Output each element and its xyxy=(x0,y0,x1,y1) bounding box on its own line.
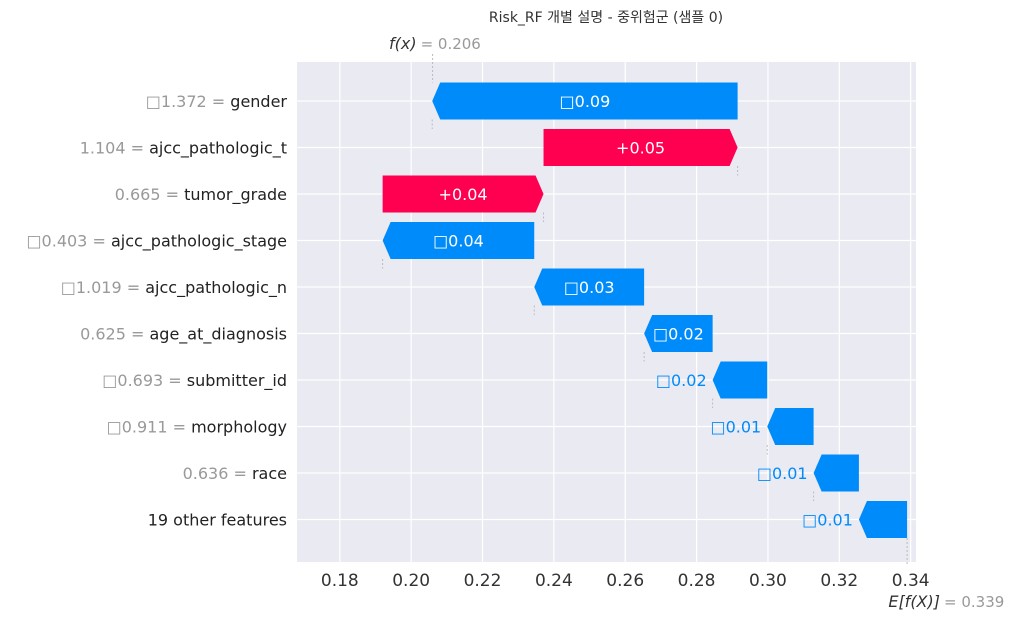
bar-negative xyxy=(382,222,535,259)
x-tick-label: 0.22 xyxy=(464,571,502,591)
x-tick-label: 0.30 xyxy=(749,571,787,591)
bar-negative xyxy=(858,501,908,538)
bars: □0.09 +0.05 +0.04 □0.04 □0.03 □0.02 □0.02 □0.01… xyxy=(382,82,908,538)
efx-annotation: E[f(X)] = 0.339 xyxy=(888,592,1004,611)
bar-value-label: +0.04 xyxy=(439,185,488,204)
bar-negative xyxy=(813,454,859,492)
fx-value: = 0.206 xyxy=(421,35,481,53)
feature-name: 19 other features xyxy=(148,511,287,530)
x-tick-label: 0.28 xyxy=(678,571,716,591)
feature-value: □0.693 = xyxy=(102,371,187,390)
y-tick-label: 0.625 = age_at_diagnosis xyxy=(80,325,287,345)
efx-label: E[f(X)] xyxy=(888,592,940,611)
bar-value-label: +0.05 xyxy=(616,139,665,158)
y-tick-label: □0.911 = morphology xyxy=(107,418,287,437)
bar-negative xyxy=(644,315,713,352)
bar-value-label: □0.02 xyxy=(656,371,707,390)
y-tick-label: □1.019 = ajcc_pathologic_n xyxy=(61,278,287,298)
y-tick-label: 0.636 = race xyxy=(183,464,287,483)
x-tick-label: 0.20 xyxy=(392,571,430,591)
feature-name: submitter_id xyxy=(187,371,287,391)
y-tick-label: 0.665 = tumor_grade xyxy=(115,185,287,205)
bar-value-label: □0.03 xyxy=(564,278,615,297)
fx-annotation: f(x) = 0.206 xyxy=(389,34,481,53)
fx-label: f(x) xyxy=(389,34,417,53)
feature-value: 0.636 = xyxy=(183,464,252,483)
feature-value: 0.665 = xyxy=(115,185,184,204)
feature-value: 1.104 = xyxy=(80,139,149,158)
bar-positive xyxy=(382,175,544,213)
feature-name: morphology xyxy=(191,418,287,437)
chart-title: Risk_RF 개별 설명 - 중위험군 (샘플 0) xyxy=(489,10,723,26)
feature-name: age_at_diagnosis xyxy=(150,325,288,345)
bar-negative xyxy=(767,408,814,445)
feature-value: 0.625 = xyxy=(80,325,149,344)
x-tick-label: 0.32 xyxy=(820,571,858,591)
efx-value: = 0.339 xyxy=(944,593,1004,611)
feature-value: □0.911 = xyxy=(107,418,192,437)
bar-negative xyxy=(534,268,645,306)
bar-value-label: □0.01 xyxy=(710,418,761,437)
bar-value-label: □0.01 xyxy=(757,464,808,483)
y-tick-label: □0.693 = submitter_id xyxy=(102,371,287,391)
x-axis-ticks: 0.18 0.20 0.22 0.24 0.26 0.28 0.30 0.32 0.34 xyxy=(321,571,930,591)
x-tick-label: 0.18 xyxy=(321,571,359,591)
bar-negative xyxy=(432,82,738,120)
bar-negative xyxy=(712,361,768,399)
x-tick-label: 0.24 xyxy=(535,571,573,591)
feature-name: gender xyxy=(230,92,287,111)
bar-value-label: □0.01 xyxy=(802,511,853,530)
feature-value: □1.372 = xyxy=(146,92,231,111)
y-tick-label: 1.104 = ajcc_pathologic_t xyxy=(80,139,287,159)
x-tick-label: 0.26 xyxy=(606,571,644,591)
y-tick-label: 19 other features xyxy=(148,511,287,530)
bar-positive xyxy=(543,129,738,166)
bar-value-label: □0.04 xyxy=(433,232,484,251)
feature-name: ajcc_pathologic_t xyxy=(149,139,287,159)
x-tick-label: 0.34 xyxy=(892,571,930,591)
bar-value-label: □0.02 xyxy=(653,325,704,344)
feature-name: tumor_grade xyxy=(184,185,287,205)
connector-lines xyxy=(382,54,908,566)
y-tick-label: □1.372 = gender xyxy=(146,92,288,111)
feature-name: race xyxy=(252,464,287,483)
feature-value: □0.403 = xyxy=(26,232,111,251)
y-tick-label: □0.403 = ajcc_pathologic_stage xyxy=(26,232,287,252)
y-axis-labels: □1.372 = gender 1.104 = ajcc_pathologic_t… xyxy=(26,92,287,530)
feature-name: ajcc_pathologic_n xyxy=(145,278,287,298)
bar-value-label: □0.09 xyxy=(560,92,611,111)
feature-value: □1.019 = xyxy=(61,278,146,297)
feature-name: ajcc_pathologic_stage xyxy=(111,232,287,252)
